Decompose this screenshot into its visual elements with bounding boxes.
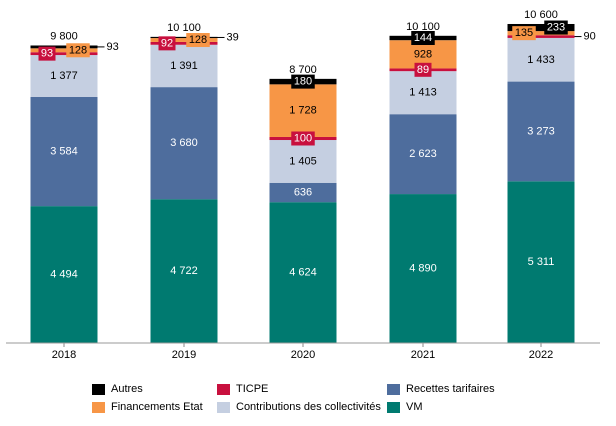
- x-tick-label: 2020: [291, 349, 315, 361]
- legend-swatch: [217, 383, 230, 395]
- bar-segment-ticpe: [30, 52, 98, 56]
- data-label: 928: [414, 48, 432, 60]
- total-label: 10 600: [524, 9, 558, 21]
- data-label: 3 680: [170, 137, 198, 149]
- legend-item: Financements Etat: [92, 401, 203, 413]
- data-label: 3 584: [50, 146, 78, 158]
- x-tick-label: 2022: [529, 349, 553, 361]
- bar-segment-autres: [507, 23, 575, 32]
- data-label: 93: [41, 48, 53, 60]
- data-label: 4 494: [50, 269, 78, 281]
- bar-segment-financements-etat: [150, 38, 218, 42]
- data-label-box: [291, 74, 315, 89]
- data-label: 4 890: [409, 263, 437, 275]
- data-label: 1 413: [409, 87, 437, 99]
- bar-segment-contributions-des-collectivit-s: [507, 37, 575, 82]
- data-label: 135: [515, 27, 533, 39]
- data-label-box: [66, 43, 90, 58]
- data-label: 128: [189, 34, 207, 46]
- bar-segment-recettes-tarifaires: [269, 182, 337, 203]
- data-label: 1 728: [289, 105, 317, 117]
- data-label: 636: [294, 186, 312, 198]
- bar-segment-financements-etat: [507, 31, 575, 36]
- data-label: 4 624: [289, 267, 317, 279]
- bar-segment-vm: [150, 199, 218, 343]
- data-label-box: [291, 131, 315, 146]
- data-label: 1 433: [527, 54, 555, 66]
- legend-item: Autres: [92, 383, 143, 395]
- legend-item: TICPE: [217, 383, 268, 395]
- legend-swatch: [92, 401, 105, 413]
- bar-segment-contributions-des-collectivit-s: [30, 55, 98, 97]
- bar-segment-vm: [507, 181, 575, 343]
- data-label-box: [544, 20, 568, 35]
- bar-segment-vm: [389, 194, 457, 343]
- legend-label: Financements Etat: [111, 401, 203, 413]
- legend-label: TICPE: [236, 383, 269, 395]
- bar-segment-ticpe: [507, 35, 575, 38]
- legend-label: Autres: [111, 383, 143, 395]
- data-label-box: [411, 30, 435, 45]
- legend-swatch: [387, 383, 400, 395]
- data-label: 233: [547, 22, 565, 34]
- bar-segment-recettes-tarifaires: [389, 114, 457, 195]
- data-label-box: [414, 62, 432, 77]
- data-label: 128: [69, 44, 87, 56]
- bar-segment-recettes-tarifaires: [507, 81, 575, 182]
- data-label: 144: [414, 32, 432, 44]
- data-label: 1 391: [170, 60, 198, 72]
- legend-swatch: [217, 401, 230, 413]
- data-label: 4 722: [170, 265, 198, 277]
- bar-segment-recettes-tarifaires: [150, 87, 218, 200]
- total-label: 8 700: [289, 64, 317, 76]
- bar-segment-contributions-des-collectivit-s: [389, 71, 457, 115]
- bar-segment-financements-etat: [269, 84, 337, 137]
- bar-segment-vm: [30, 206, 98, 343]
- x-tick-label: 2021: [411, 349, 435, 361]
- data-label: 3 273: [527, 125, 555, 137]
- data-label: 93: [107, 41, 119, 53]
- bar-segment-recettes-tarifaires: [30, 96, 98, 207]
- bar-segment-financements-etat: [30, 48, 98, 53]
- data-label: 100: [294, 132, 312, 144]
- data-label-box: [512, 26, 536, 41]
- data-label: 2 623: [409, 148, 437, 160]
- total-label: 10 100: [406, 21, 440, 33]
- data-label-box: [158, 36, 176, 51]
- bar-segment-autres: [30, 45, 98, 49]
- legend-label: Contributions des collectivités: [236, 401, 381, 413]
- stacked-bar-chart: 4 494 3 584 1 377 93 128 93 9 800 2018 4 722 3 68…: [6, 9, 600, 361]
- bar-segment-autres: [150, 36, 218, 39]
- legend-item: VM: [387, 401, 423, 413]
- bar-segment-contributions-des-collectivit-s: [269, 140, 337, 183]
- data-label: 39: [227, 31, 239, 43]
- legend-item: Recettes tarifaires: [387, 383, 495, 395]
- legend-swatch: [387, 401, 400, 413]
- x-tick-label: 2018: [52, 349, 76, 361]
- legend-label: VM: [406, 401, 423, 413]
- data-label: 92: [161, 37, 173, 49]
- data-label: 89: [417, 64, 429, 76]
- legend-swatch: [92, 383, 105, 395]
- total-label: 9 800: [50, 30, 78, 42]
- data-label: 5 311: [528, 256, 555, 268]
- data-label-box: [38, 46, 56, 61]
- data-label-box: [186, 33, 210, 48]
- data-label: 1 405: [289, 155, 317, 167]
- data-label: 1 377: [50, 70, 78, 82]
- bar-segment-ticpe: [150, 41, 218, 45]
- bar-segment-contributions-des-collectivit-s: [150, 44, 218, 88]
- x-tick-label: 2019: [172, 349, 196, 361]
- data-label: 90: [584, 31, 596, 43]
- total-label: 10 100: [167, 22, 201, 34]
- bar-segment-vm: [269, 202, 337, 343]
- legend-label: Recettes tarifaires: [406, 383, 495, 395]
- legend-item: Contributions des collectivités: [217, 401, 381, 413]
- data-label: 180: [294, 76, 312, 88]
